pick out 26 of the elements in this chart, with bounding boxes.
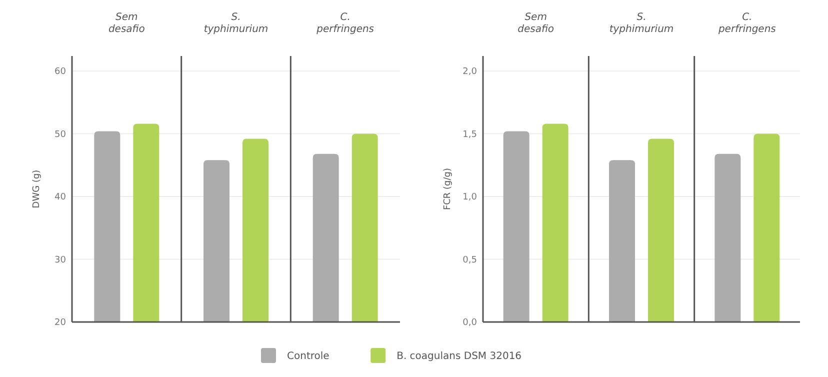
x-tick-label: Sem desafio — [518, 12, 554, 35]
x-tick-label: C. perfringens — [717, 12, 776, 35]
bar — [503, 131, 530, 322]
x-tick-label: C. perfringens — [316, 12, 374, 35]
x-tick-label: Sem desafio — [108, 12, 145, 35]
x-tick-label: S. typhimurium — [204, 12, 268, 35]
bar — [648, 138, 674, 322]
y-tick-label: 0,0 — [462, 318, 478, 328]
bar — [542, 124, 568, 322]
y-tick-label: 1,5 — [462, 130, 477, 140]
x-tick-label: S. typhimurium — [609, 12, 674, 35]
bar — [754, 134, 780, 322]
y-tick-label: 0,5 — [462, 255, 477, 266]
bar — [609, 160, 635, 322]
y-tick-label: 20 — [54, 318, 66, 328]
legend-label: Controle — [287, 351, 330, 362]
y-tick-label: 1,0 — [462, 192, 478, 203]
y-axis-title: DWG (g) — [32, 170, 42, 208]
y-tick-label: 2,0 — [462, 67, 478, 78]
legend-label: B. coagulans DSM 32016 — [396, 351, 522, 362]
bar — [714, 154, 741, 322]
y-tick-label: 40 — [54, 192, 66, 203]
y-axis-title: FCR (g/g) — [443, 168, 453, 210]
y-tick-label: 60 — [54, 67, 66, 78]
y-tick-label: 30 — [54, 255, 66, 266]
y-tick-label: 50 — [54, 130, 66, 140]
